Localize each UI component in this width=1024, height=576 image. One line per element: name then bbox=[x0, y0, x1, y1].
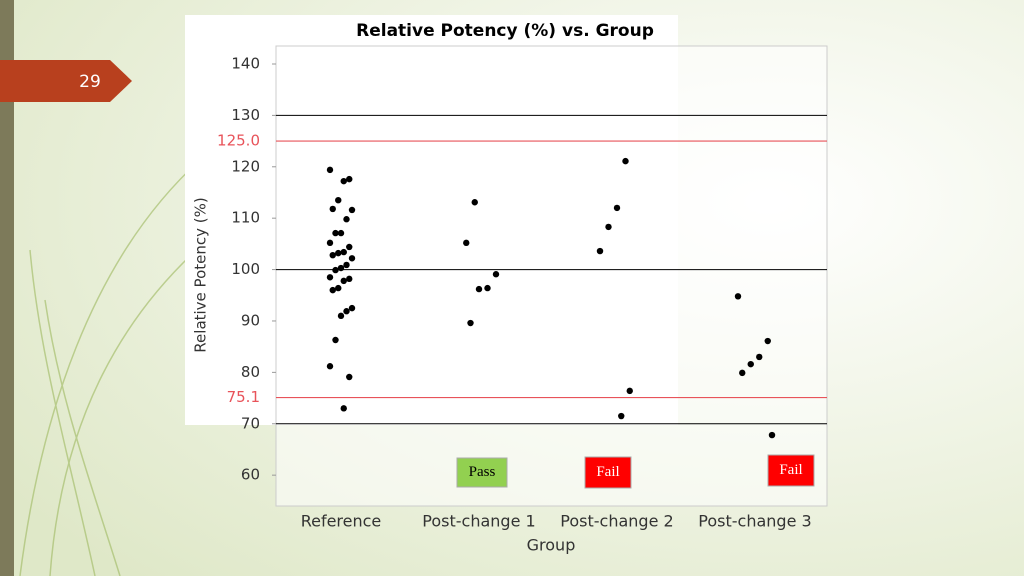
point bbox=[335, 196, 342, 204]
point bbox=[340, 248, 347, 256]
point bbox=[346, 373, 353, 381]
y-tick-label: 60 bbox=[241, 466, 260, 484]
y-tick-label: 110 bbox=[231, 209, 260, 227]
point bbox=[340, 277, 347, 285]
point bbox=[475, 285, 483, 293]
point bbox=[335, 284, 342, 292]
y-tick-label: 130 bbox=[231, 106, 260, 124]
point bbox=[326, 274, 334, 281]
chart-title: Relative Potency (%) vs. Group bbox=[356, 21, 654, 41]
point bbox=[492, 271, 500, 278]
point bbox=[343, 308, 350, 315]
plot-area bbox=[275, 45, 828, 507]
x-tick-label: Post-change 3 bbox=[698, 512, 811, 531]
point bbox=[484, 284, 491, 292]
point bbox=[596, 247, 604, 255]
point bbox=[622, 157, 629, 165]
point bbox=[467, 319, 474, 327]
point bbox=[756, 353, 763, 361]
point bbox=[618, 412, 625, 420]
limit-label: 75.1 bbox=[227, 388, 260, 406]
y-tick-label: 80 bbox=[241, 363, 260, 381]
point bbox=[337, 312, 345, 320]
point bbox=[348, 206, 356, 214]
left-bar bbox=[0, 0, 14, 576]
y-tick-label: 140 bbox=[231, 54, 260, 72]
status-text: Fail bbox=[596, 464, 619, 480]
point bbox=[471, 199, 478, 206]
point bbox=[329, 286, 336, 294]
point bbox=[332, 266, 339, 274]
point bbox=[348, 304, 356, 312]
point bbox=[329, 205, 336, 213]
point bbox=[332, 336, 339, 344]
point bbox=[613, 204, 621, 212]
point bbox=[329, 251, 336, 259]
point bbox=[343, 216, 350, 223]
y-axis-label: Relative Potency (%) bbox=[192, 197, 210, 352]
status-box bbox=[456, 457, 508, 488]
limit-label: 125.0 bbox=[217, 132, 260, 150]
x-tick-label: Post-change 2 bbox=[560, 512, 673, 531]
point bbox=[734, 293, 742, 300]
point bbox=[335, 249, 342, 257]
status-box bbox=[584, 456, 632, 489]
point bbox=[626, 387, 633, 395]
point bbox=[739, 369, 746, 377]
y-tick-label: 120 bbox=[231, 157, 260, 175]
y-tick-label: 90 bbox=[241, 311, 260, 329]
status-box bbox=[767, 454, 815, 487]
point bbox=[340, 177, 347, 185]
point bbox=[764, 337, 771, 345]
y-tick-label: 70 bbox=[241, 414, 260, 432]
point bbox=[346, 275, 353, 283]
point bbox=[337, 264, 345, 272]
x-tick-label: Post-change 1 bbox=[422, 512, 535, 531]
point bbox=[346, 243, 353, 251]
x-tick-label: Reference bbox=[301, 512, 382, 531]
slide-number-tag bbox=[0, 60, 132, 102]
point bbox=[463, 239, 470, 247]
point bbox=[332, 229, 339, 237]
point bbox=[343, 261, 350, 269]
point bbox=[340, 405, 347, 412]
point bbox=[326, 239, 334, 247]
status-text: Fail bbox=[779, 462, 802, 478]
point bbox=[348, 255, 356, 262]
point bbox=[747, 360, 754, 368]
point bbox=[337, 229, 345, 237]
status-text: Pass bbox=[469, 464, 496, 480]
y-tick-label: 100 bbox=[231, 260, 260, 278]
point bbox=[326, 166, 334, 174]
point bbox=[605, 223, 612, 231]
point bbox=[326, 363, 334, 370]
x-axis-label: Group bbox=[527, 536, 576, 555]
point bbox=[346, 175, 353, 183]
slide-number: 29 bbox=[79, 72, 101, 92]
point bbox=[768, 431, 776, 439]
